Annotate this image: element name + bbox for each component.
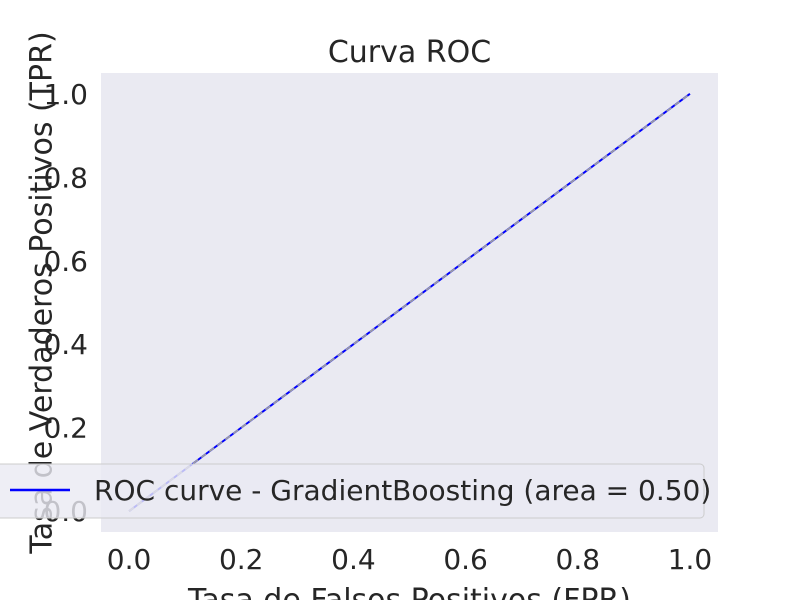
x-tick-label: 0.6 [443,543,488,576]
y-tick-label: 0.8 [43,161,88,194]
x-axis-ticks: 0.0 0.2 0.4 0.6 0.8 1.0 [107,543,712,576]
y-tick-label: 0.2 [43,412,88,445]
x-tick-label: 0.8 [556,543,601,576]
legend-box [0,463,705,519]
chance-line [128,93,691,512]
chart-title: Curva ROC [328,35,491,70]
x-tick-label: 0.4 [331,543,376,576]
legend-label: ROC curve - GradientBoosting (area = 0.5… [94,474,711,507]
y-tick-label: 0.4 [43,328,88,361]
x-tick-label: 0.0 [107,543,152,576]
y-tick-label: 0.6 [43,245,88,278]
y-tick-label: 1.0 [43,78,88,111]
x-axis-label: Tasa de Falsos Positivos (FPR) [187,583,631,600]
x-tick-label: 1.0 [668,543,713,576]
y-axis-ticks: 0.00.20.40.60.81.0 [43,78,88,528]
series-layer [128,93,691,512]
legend: ROC curve - GradientBoosting (area = 0.5… [0,463,711,519]
x-tick-label: 0.2 [219,543,264,576]
